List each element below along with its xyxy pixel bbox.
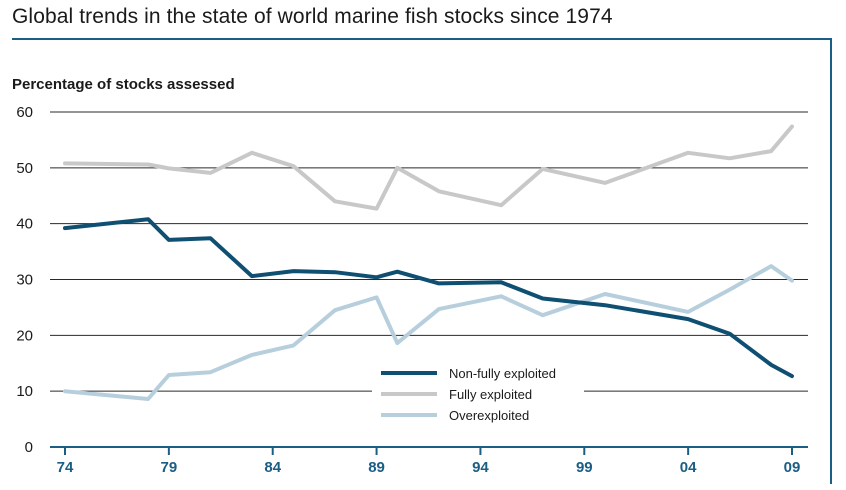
x-tick-label-99: 99 <box>576 459 593 476</box>
x-tick-label-89: 89 <box>368 459 385 476</box>
x-tick-label-94: 94 <box>472 459 489 476</box>
y-tick-label-20: 20 <box>16 327 33 344</box>
series-lines <box>63 124 794 401</box>
x-tick-label-09: 09 <box>784 459 801 476</box>
x-tick-label-04: 04 <box>680 459 697 476</box>
y-tick-label-10: 10 <box>16 383 33 400</box>
series-line-overexploited <box>63 264 794 401</box>
y-tick-label-40: 40 <box>16 216 33 233</box>
chart-title: Global trends in the state of world mari… <box>12 5 613 28</box>
legend-label-non-fully-exploited: Non-fully exploited <box>449 366 556 381</box>
y-tick-labels: 0 10 20 30 40 50 60 <box>16 104 33 456</box>
x-axis <box>50 446 808 455</box>
y-axis-label: Percentage of stocks assessed <box>12 76 235 93</box>
series-line-fully-exploited <box>63 124 794 211</box>
frame-right-rule <box>830 38 832 484</box>
x-tick-label-79: 79 <box>161 459 178 476</box>
y-tick-label-0: 0 <box>25 439 33 456</box>
y-tick-label-50: 50 <box>16 160 33 177</box>
y-tick-label-60: 60 <box>16 104 33 121</box>
x-tick-label-74: 74 <box>57 459 74 476</box>
legend: Non-fully exploited Fully exploited Overex… <box>372 361 584 427</box>
legend-label-fully-exploited: Fully exploited <box>449 387 532 402</box>
legend-label-overexploited: Overexploited <box>449 408 529 423</box>
x-tick-labels: 74 79 84 89 94 99 04 09 <box>57 459 801 476</box>
series-line-non-fully-exploited <box>63 217 794 379</box>
frame-top-rule <box>12 38 832 40</box>
y-tick-label-30: 30 <box>16 272 33 289</box>
x-tick-label-84: 84 <box>264 459 281 476</box>
